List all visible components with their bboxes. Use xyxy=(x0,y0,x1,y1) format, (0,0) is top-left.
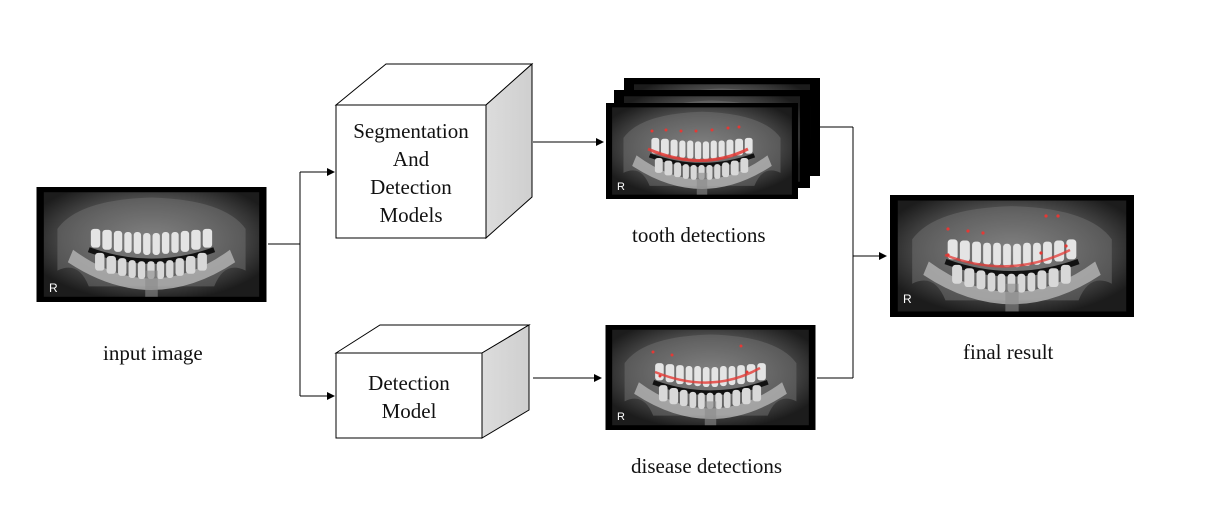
input-image-caption: input image xyxy=(103,341,203,365)
detection-label-line2: Model xyxy=(381,399,437,423)
detection-box-front xyxy=(335,352,483,439)
xray-marker-disease: R xyxy=(617,411,625,423)
segmentation-box-front xyxy=(335,104,487,239)
input-xray-image: R xyxy=(37,187,267,302)
disease-detections-image: R xyxy=(606,325,816,430)
tooth-detections-image: R xyxy=(606,103,798,199)
disease-annotation-marks xyxy=(651,344,749,378)
segmentation-label-line1: Segmentation xyxy=(353,119,469,143)
detection-model-box xyxy=(334,324,531,439)
xray-marker-tooth: R xyxy=(617,181,625,193)
tooth-detections-caption: tooth detections xyxy=(632,223,766,247)
xray-marker-input: R xyxy=(49,281,58,295)
segmentation-label-line2: And xyxy=(392,147,430,171)
detection-label-line1: Detection xyxy=(368,371,450,395)
tooth-detections-stack: R xyxy=(606,78,820,199)
detection-box-label: Detection Model xyxy=(336,369,482,425)
segmentation-model-box xyxy=(334,62,534,240)
segmentation-box-label: Segmentation And Detection Models xyxy=(336,117,486,229)
tooth-annotation-marks xyxy=(650,125,741,133)
final-result-image: R xyxy=(890,195,1134,317)
segmentation-label-line4: Models xyxy=(379,203,443,227)
segmentation-label-line3: Detection xyxy=(370,175,452,199)
final-result-caption: final result xyxy=(963,340,1054,364)
disease-detections-caption: disease detections xyxy=(631,454,783,478)
xray-marker-final: R xyxy=(903,292,912,306)
